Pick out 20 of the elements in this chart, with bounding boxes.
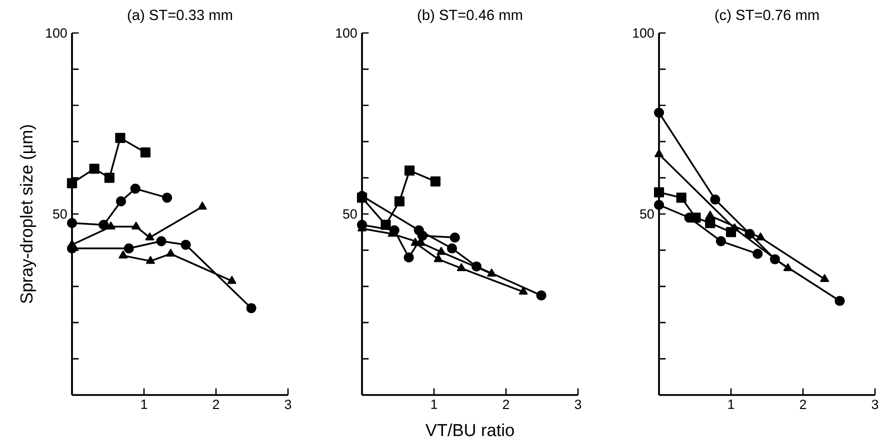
chart-title: (a) ST=0.33 mm xyxy=(128,9,232,23)
x-tick-label: 1 xyxy=(141,400,148,409)
x-axis-title: VT/BU ratio xyxy=(425,424,514,436)
x-tick-label: 2 xyxy=(800,400,806,409)
y-tick-label: 100 xyxy=(46,28,67,38)
chart-title: (c) ST=0.76 mm xyxy=(715,9,819,23)
x-tick-label: 3 xyxy=(574,400,582,410)
y-tick-label: 50 xyxy=(640,209,654,219)
x-tick-label: 3 xyxy=(284,400,292,410)
y-tick-label: 50 xyxy=(53,209,67,219)
x-tick-label: 1 xyxy=(431,400,438,409)
y-tick-label: 50 xyxy=(343,209,357,219)
y-axis-title: Spray-droplet size (μm) xyxy=(20,125,36,304)
y-tick-label: 100 xyxy=(336,28,357,38)
x-tick-label: 2 xyxy=(502,400,510,409)
x-tick-label: 3 xyxy=(872,400,878,410)
y-tick-label: 100 xyxy=(633,28,654,38)
x-tick-label: 1 xyxy=(728,400,734,409)
chart-title: (b) ST=0.46 mm xyxy=(418,9,522,23)
x-tick-label: 2 xyxy=(212,400,220,409)
